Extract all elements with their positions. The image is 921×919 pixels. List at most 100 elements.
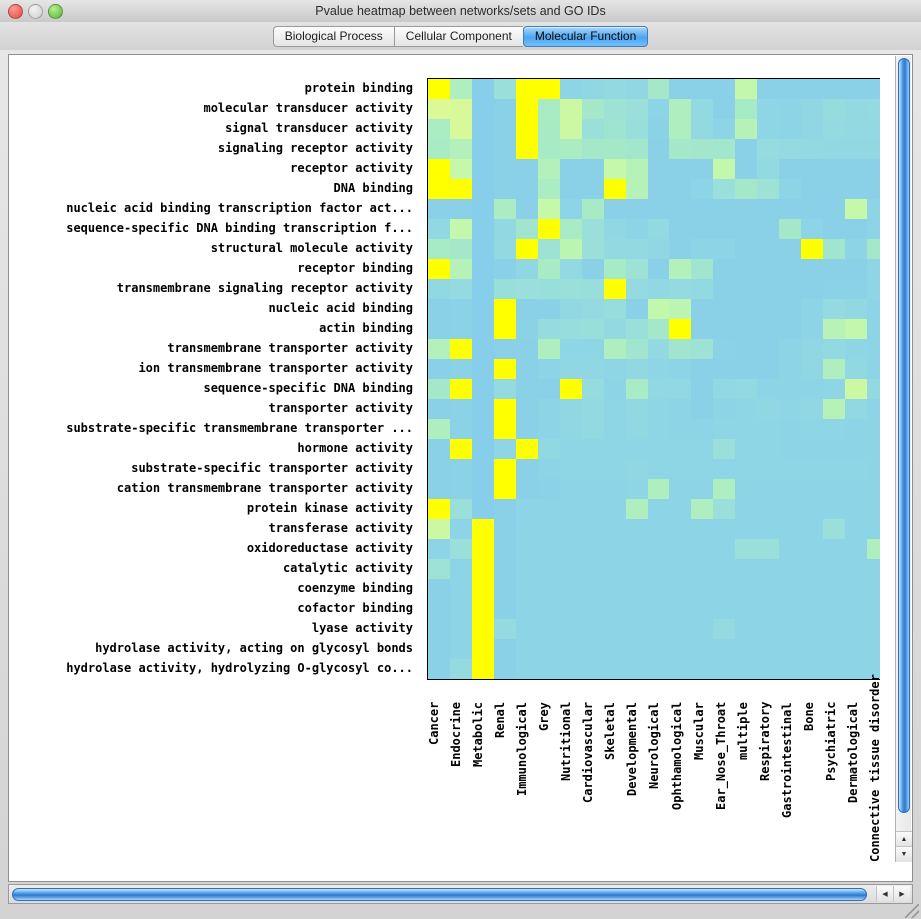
heatmap-cell[interactable] [493,459,516,479]
heatmap-cell[interactable] [801,639,824,659]
heatmap-cell[interactable] [735,499,758,519]
heatmap-cell[interactable] [735,179,758,199]
heatmap-cell[interactable] [867,559,880,579]
heatmap-cell[interactable] [559,499,582,519]
heatmap-cell[interactable] [471,519,494,539]
heatmap-cell[interactable] [823,199,846,219]
heatmap-cell[interactable] [581,359,604,379]
heatmap-cell[interactable] [669,259,692,279]
heatmap-cell[interactable] [713,159,736,179]
heatmap-cell[interactable] [669,379,692,399]
heatmap-cell[interactable] [845,79,868,99]
heatmap-cell[interactable] [757,499,780,519]
heatmap-cell[interactable] [449,659,472,679]
heatmap-cell[interactable] [735,519,758,539]
heatmap-cell[interactable] [537,359,560,379]
heatmap-cell[interactable] [845,279,868,299]
heatmap-cell[interactable] [449,599,472,619]
heatmap-cell[interactable] [735,479,758,499]
heatmap-cell[interactable] [449,279,472,299]
heatmap-cell[interactable] [449,319,472,339]
heatmap-cell[interactable] [823,659,846,679]
heatmap-cell[interactable] [823,299,846,319]
heatmap-cell[interactable] [471,639,494,659]
heatmap-cell[interactable] [537,279,560,299]
heatmap-cell[interactable] [537,379,560,399]
heatmap-cell[interactable] [625,139,648,159]
heatmap-cell[interactable] [845,479,868,499]
heatmap-cell[interactable] [428,279,450,299]
heatmap-cell[interactable] [428,359,450,379]
heatmap-cell[interactable] [428,259,450,279]
heatmap-cell[interactable] [801,219,824,239]
heatmap-cell[interactable] [735,259,758,279]
heatmap-cell[interactable] [471,479,494,499]
heatmap-cell[interactable] [845,119,868,139]
heatmap-cell[interactable] [757,579,780,599]
heatmap-cell[interactable] [823,259,846,279]
close-button[interactable] [8,4,23,19]
heatmap-cell[interactable] [757,219,780,239]
heatmap-cell[interactable] [845,399,868,419]
heatmap-cell[interactable] [471,279,494,299]
heatmap-cell[interactable] [537,79,560,99]
tab-cellular-component[interactable]: Cellular Component [393,25,523,47]
heatmap-cell[interactable] [669,239,692,259]
heatmap-cell[interactable] [515,579,538,599]
heatmap-cell[interactable] [801,79,824,99]
heatmap-cell[interactable] [471,199,494,219]
heatmap-cell[interactable] [428,159,450,179]
heatmap-cell[interactable] [493,599,516,619]
heatmap-cell[interactable] [845,519,868,539]
heatmap-cell[interactable] [515,139,538,159]
heatmap-cell[interactable] [823,639,846,659]
heatmap-cell[interactable] [823,379,846,399]
heatmap-cell[interactable] [779,439,802,459]
heatmap-cell[interactable] [713,599,736,619]
heatmap-cell[interactable] [691,619,714,639]
heatmap-cell[interactable] [757,239,780,259]
heatmap-cell[interactable] [581,79,604,99]
heatmap-cell[interactable] [625,279,648,299]
heatmap-cell[interactable] [559,179,582,199]
heatmap-cell[interactable] [581,239,604,259]
heatmap-cell[interactable] [713,539,736,559]
heatmap-cell[interactable] [449,199,472,219]
heatmap-cell[interactable] [581,559,604,579]
heatmap-cell[interactable] [625,179,648,199]
heatmap-cell[interactable] [449,579,472,599]
heatmap-cell[interactable] [559,519,582,539]
heatmap-cell[interactable] [669,119,692,139]
heatmap-cell[interactable] [845,419,868,439]
heatmap-cell[interactable] [867,159,880,179]
heatmap-cell[interactable] [493,439,516,459]
heatmap-cell[interactable] [449,339,472,359]
heatmap-cell[interactable] [537,139,560,159]
heatmap-cell[interactable] [559,219,582,239]
heatmap-cell[interactable] [823,279,846,299]
heatmap-cell[interactable] [625,659,648,679]
heatmap-cell[interactable] [428,99,450,119]
heatmap-cell[interactable] [537,199,560,219]
heatmap-cell[interactable] [845,159,868,179]
heatmap-cell[interactable] [801,299,824,319]
heatmap-cell[interactable] [581,399,604,419]
heatmap-cell[interactable] [428,79,450,99]
heatmap-cell[interactable] [801,559,824,579]
heatmap-cell[interactable] [625,99,648,119]
heatmap-cell[interactable] [801,599,824,619]
heatmap-cell[interactable] [603,579,626,599]
heatmap-cell[interactable] [779,619,802,639]
heatmap-cell[interactable] [669,639,692,659]
heatmap-cell[interactable] [647,619,670,639]
heatmap-cell[interactable] [625,559,648,579]
heatmap-cell[interactable] [713,419,736,439]
heatmap-cell[interactable] [779,379,802,399]
heatmap-cell[interactable] [867,639,880,659]
heatmap-cell[interactable] [581,439,604,459]
heatmap-cell[interactable] [625,219,648,239]
heatmap-cell[interactable] [801,479,824,499]
heatmap-cell[interactable] [559,79,582,99]
heatmap-cell[interactable] [625,339,648,359]
heatmap-cell[interactable] [779,159,802,179]
